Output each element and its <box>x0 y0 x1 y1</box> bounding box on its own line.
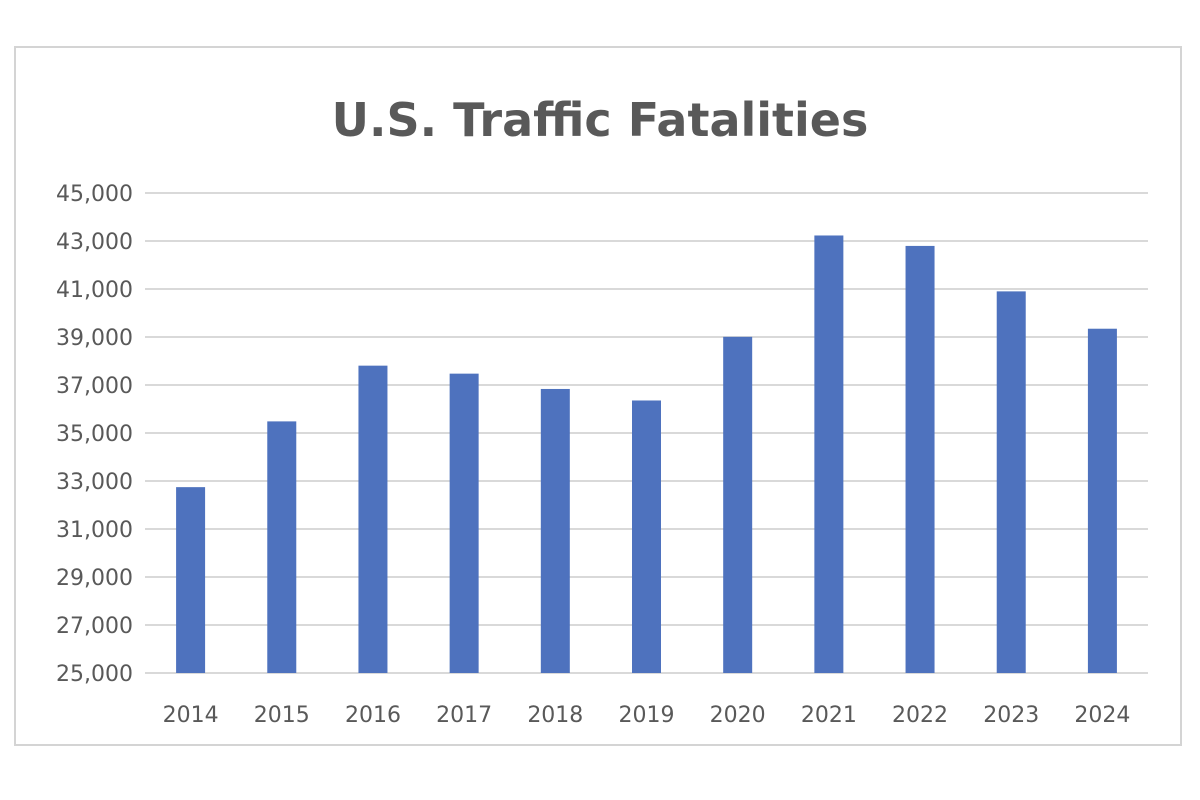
bar-2015 <box>267 421 297 673</box>
x-tick-label: 2024 <box>1074 703 1130 728</box>
bar-2024 <box>1087 328 1117 673</box>
bar-2023 <box>996 291 1026 673</box>
y-tick-label: 29,000 <box>56 566 133 591</box>
y-tick-label: 39,000 <box>56 326 133 351</box>
chart-frame <box>14 46 1182 746</box>
bar-2017 <box>449 373 479 673</box>
bar-2014 <box>176 487 206 673</box>
y-tick-label: 31,000 <box>56 518 133 543</box>
x-tick-label: 2018 <box>527 703 583 728</box>
bar-2021 <box>814 235 844 674</box>
x-tick-label: 2022 <box>892 703 948 728</box>
bars <box>176 235 1117 674</box>
y-axis-tick-labels: 25,000 27,000 29,000 31,000 33,000 35,000 37,0… <box>56 182 133 687</box>
x-axis-tick-labels: 2014 2015 2016 2017 2018 2019 2020 2021 2022 2023… <box>163 703 1131 728</box>
bar-2020 <box>723 336 753 673</box>
y-tick-label: 33,000 <box>56 470 133 495</box>
bar-2016 <box>358 365 388 673</box>
x-tick-label: 2016 <box>345 703 401 728</box>
y-tick-label: 27,000 <box>56 614 133 639</box>
x-tick-label: 2021 <box>801 703 857 728</box>
gridlines <box>145 192 1148 674</box>
x-tick-label: 2019 <box>619 703 675 728</box>
y-tick-label: 45,000 <box>56 182 133 207</box>
x-tick-label: 2015 <box>254 703 310 728</box>
y-tick-label: 35,000 <box>56 422 133 447</box>
bar-2022 <box>905 245 935 674</box>
y-tick-label: 37,000 <box>56 374 133 399</box>
x-tick-label: 2020 <box>710 703 766 728</box>
y-tick-label: 41,000 <box>56 278 133 303</box>
x-tick-label: 2017 <box>436 703 492 728</box>
x-tick-label: 2023 <box>983 703 1039 728</box>
x-tick-label: 2014 <box>163 703 219 728</box>
bar-2019 <box>632 400 661 673</box>
chart-title: U.S. Traffic Fatalities <box>332 93 869 147</box>
y-tick-label: 43,000 <box>56 230 133 255</box>
y-tick-label: 25,000 <box>56 662 133 687</box>
bar-2018 <box>540 388 570 673</box>
